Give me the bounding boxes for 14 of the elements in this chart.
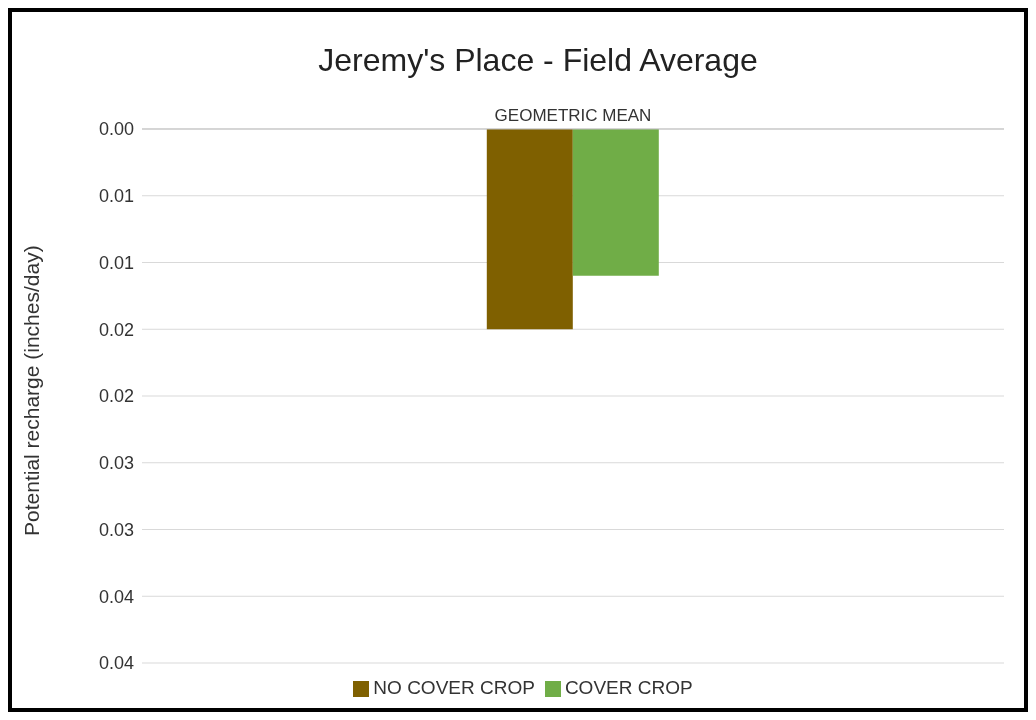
legend-label: NO COVER CROP [373, 677, 535, 698]
y-tick-label: 0.02 [98, 386, 134, 407]
y-tick-label: 0.01 [98, 186, 134, 207]
x-tick-label: GEOMETRIC MEAN [494, 106, 652, 125]
y-tick-label: 0.00 [98, 119, 134, 140]
y-tick-label: 0.02 [98, 319, 134, 340]
y-tick-label: 0.03 [98, 453, 134, 474]
y-tick-label: 0.01 [98, 252, 134, 273]
y-tick-label: 0.04 [98, 653, 134, 674]
chart-title: Jeremy's Place - Field Average [317, 42, 759, 79]
y-axis-title: Potential recharge (inches/day) [20, 245, 44, 536]
y-tick-label: 0.04 [98, 586, 134, 607]
y-tick-label: 0.03 [98, 519, 134, 540]
legend-label: COVER CROP [564, 677, 693, 698]
